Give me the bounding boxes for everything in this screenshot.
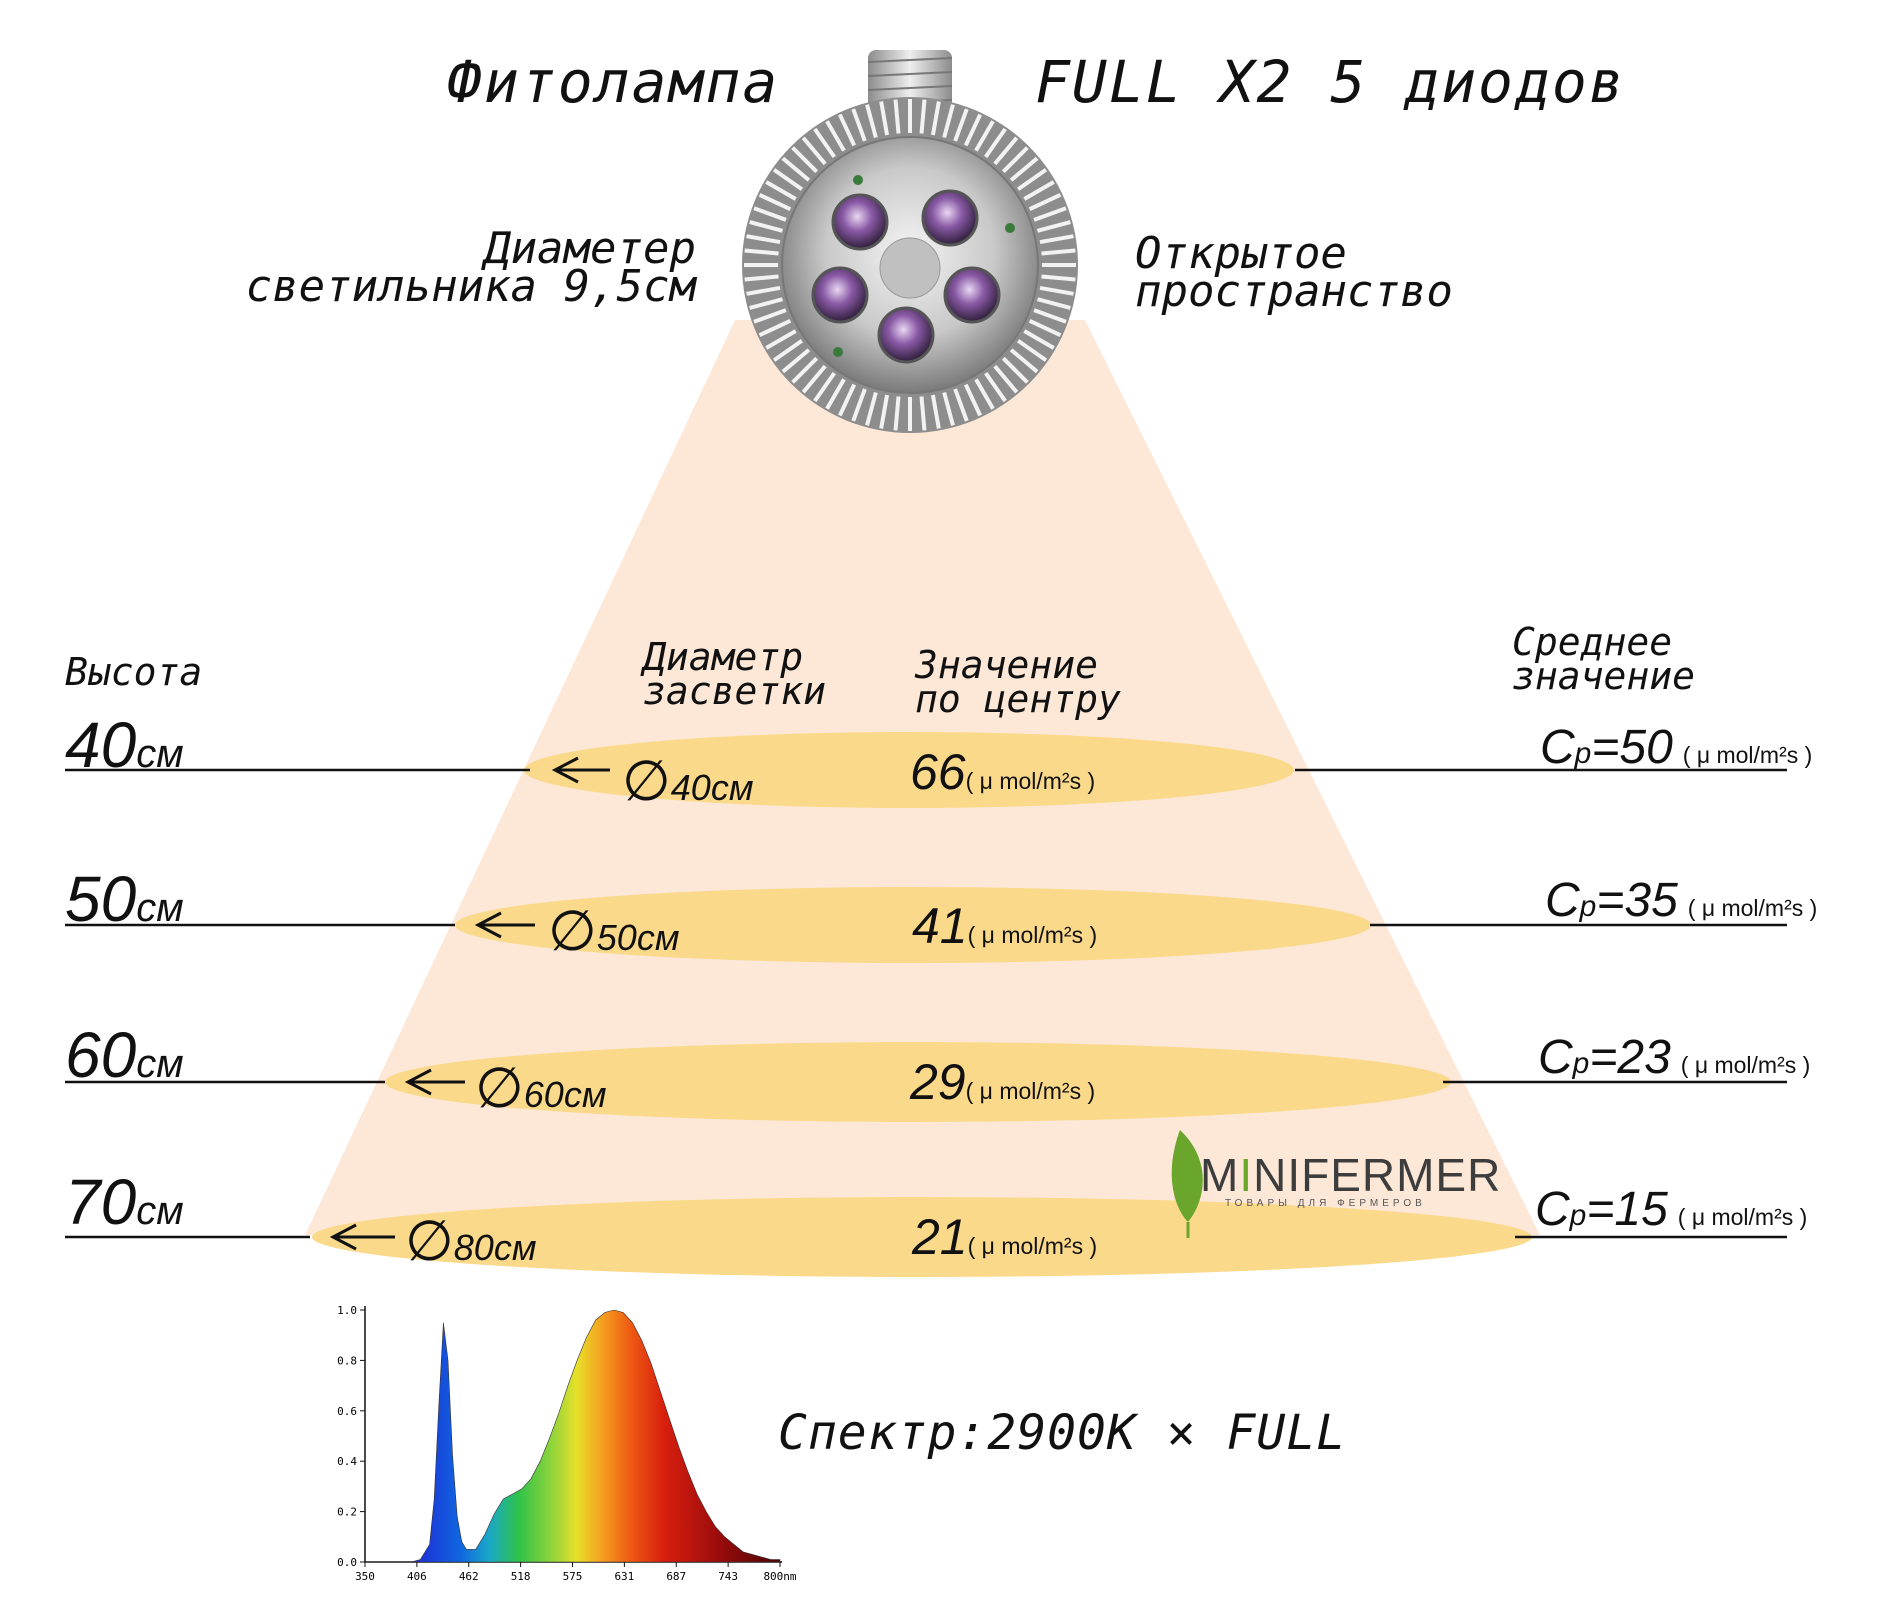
diameter-label-40: ∅40см (622, 749, 754, 812)
height-label-40: 40см (65, 709, 184, 781)
height-label-50: 50см (65, 863, 184, 935)
open-space-line2: пространство (1135, 266, 1453, 317)
y-tick-label: 1.0 (337, 1304, 357, 1317)
header-average-line1: Среднее (1512, 620, 1673, 664)
illumination-disc-60 (385, 1042, 1451, 1122)
y-tick-label: 0.4 (337, 1455, 357, 1468)
logo-wordmark: MINIFERMER (1200, 1149, 1502, 1201)
height-label-70: 70см (65, 1166, 184, 1238)
header-diameter: Диаметр засветки (643, 635, 827, 713)
x-tick-label: 406 (407, 1570, 427, 1583)
header-average: Среднее значение (1512, 620, 1696, 698)
illumination-disc-70 (312, 1197, 1532, 1277)
center-value-70: 21( μ mol/m²s ) (912, 1209, 1098, 1265)
open-space-note: Открытое пространство (1135, 228, 1453, 317)
arrows (329, 756, 610, 1251)
x-tick-label: 575 (563, 1570, 583, 1583)
title-left: Фитолампа (447, 48, 780, 116)
title-right: FULL X2 5 диодов (1035, 48, 1626, 116)
spectrum-label: Спектр:2900K × FULL (778, 1405, 1347, 1461)
x-tick-label: 462 (459, 1570, 479, 1583)
average-value-70: Cp=15( μ mol/m²s ) (1535, 1183, 1808, 1236)
illumination-disc-40 (524, 732, 1294, 808)
y-tick-label: 0.8 (337, 1354, 357, 1367)
lamp-diameter-note: Диаметер светильника 9,5см (245, 223, 696, 312)
y-tick-label: 0.2 (337, 1506, 357, 1519)
lamp-diameter-line2: светильника 9,5см (245, 261, 696, 312)
header-center: Значение по центру (915, 643, 1121, 721)
illumination-disc-50 (455, 887, 1371, 963)
y-tick-label: 0.6 (337, 1405, 357, 1418)
average-value-50: Cp=35( μ mol/m²s ) (1545, 874, 1818, 927)
lamp-diameter-line1: Диаметер (484, 223, 696, 274)
lamp-image (742, 50, 1078, 433)
x-tick-label: 687 (666, 1570, 686, 1583)
y-tick-label: 0.0 (337, 1556, 357, 1569)
center-value-40: 66( μ mol/m²s ) (910, 744, 1096, 800)
spectrum-curve (365, 1309, 781, 1563)
spectrum-ticks: 0.0 0.2 0.4 0.6 0.8 1.0 350 406 462 518 575 631 687 7… (337, 1304, 797, 1583)
header-center-line1: Значение (915, 643, 1099, 687)
logo-tagline: ТОВАРЫ ДЛЯ ФЕРМЕРОВ (1225, 1198, 1426, 1209)
header-diameter-line2: засветки (643, 669, 827, 713)
diameter-label-50: ∅50см (548, 899, 680, 962)
header-average-line2: значение (1512, 654, 1696, 698)
spectrum-chart: 0.0 0.2 0.4 0.6 0.8 1.0 350 406 462 518 575 631 687 7… (337, 1304, 797, 1583)
height-lines (65, 768, 1787, 1239)
average-value-60: Cp=23( μ mol/m²s ) (1538, 1031, 1811, 1084)
x-tick-label: 518 (511, 1570, 531, 1583)
center-value-50: 41( μ mol/m²s ) (912, 898, 1098, 954)
height-label-60: 60см (65, 1019, 184, 1091)
x-tick-label: 800nm (763, 1570, 796, 1583)
logo-leaf-icon (1171, 1130, 1203, 1238)
center-value-60: 29( μ mol/m²s ) (910, 1054, 1096, 1110)
open-space-line1: Открытое (1135, 228, 1347, 279)
diameter-label-60: ∅60см (475, 1056, 607, 1119)
header-center-line2: по центру (915, 677, 1121, 721)
x-tick-label: 743 (718, 1570, 738, 1583)
average-value-40: Cp=50( μ mol/m²s ) (1540, 721, 1813, 774)
header-diameter-line1: Диаметр (643, 635, 804, 679)
x-tick-label: 631 (614, 1570, 634, 1583)
diameter-label-70: ∅80см (405, 1209, 537, 1272)
x-tick-label: 350 (355, 1570, 375, 1583)
header-height: Высота (65, 650, 203, 694)
